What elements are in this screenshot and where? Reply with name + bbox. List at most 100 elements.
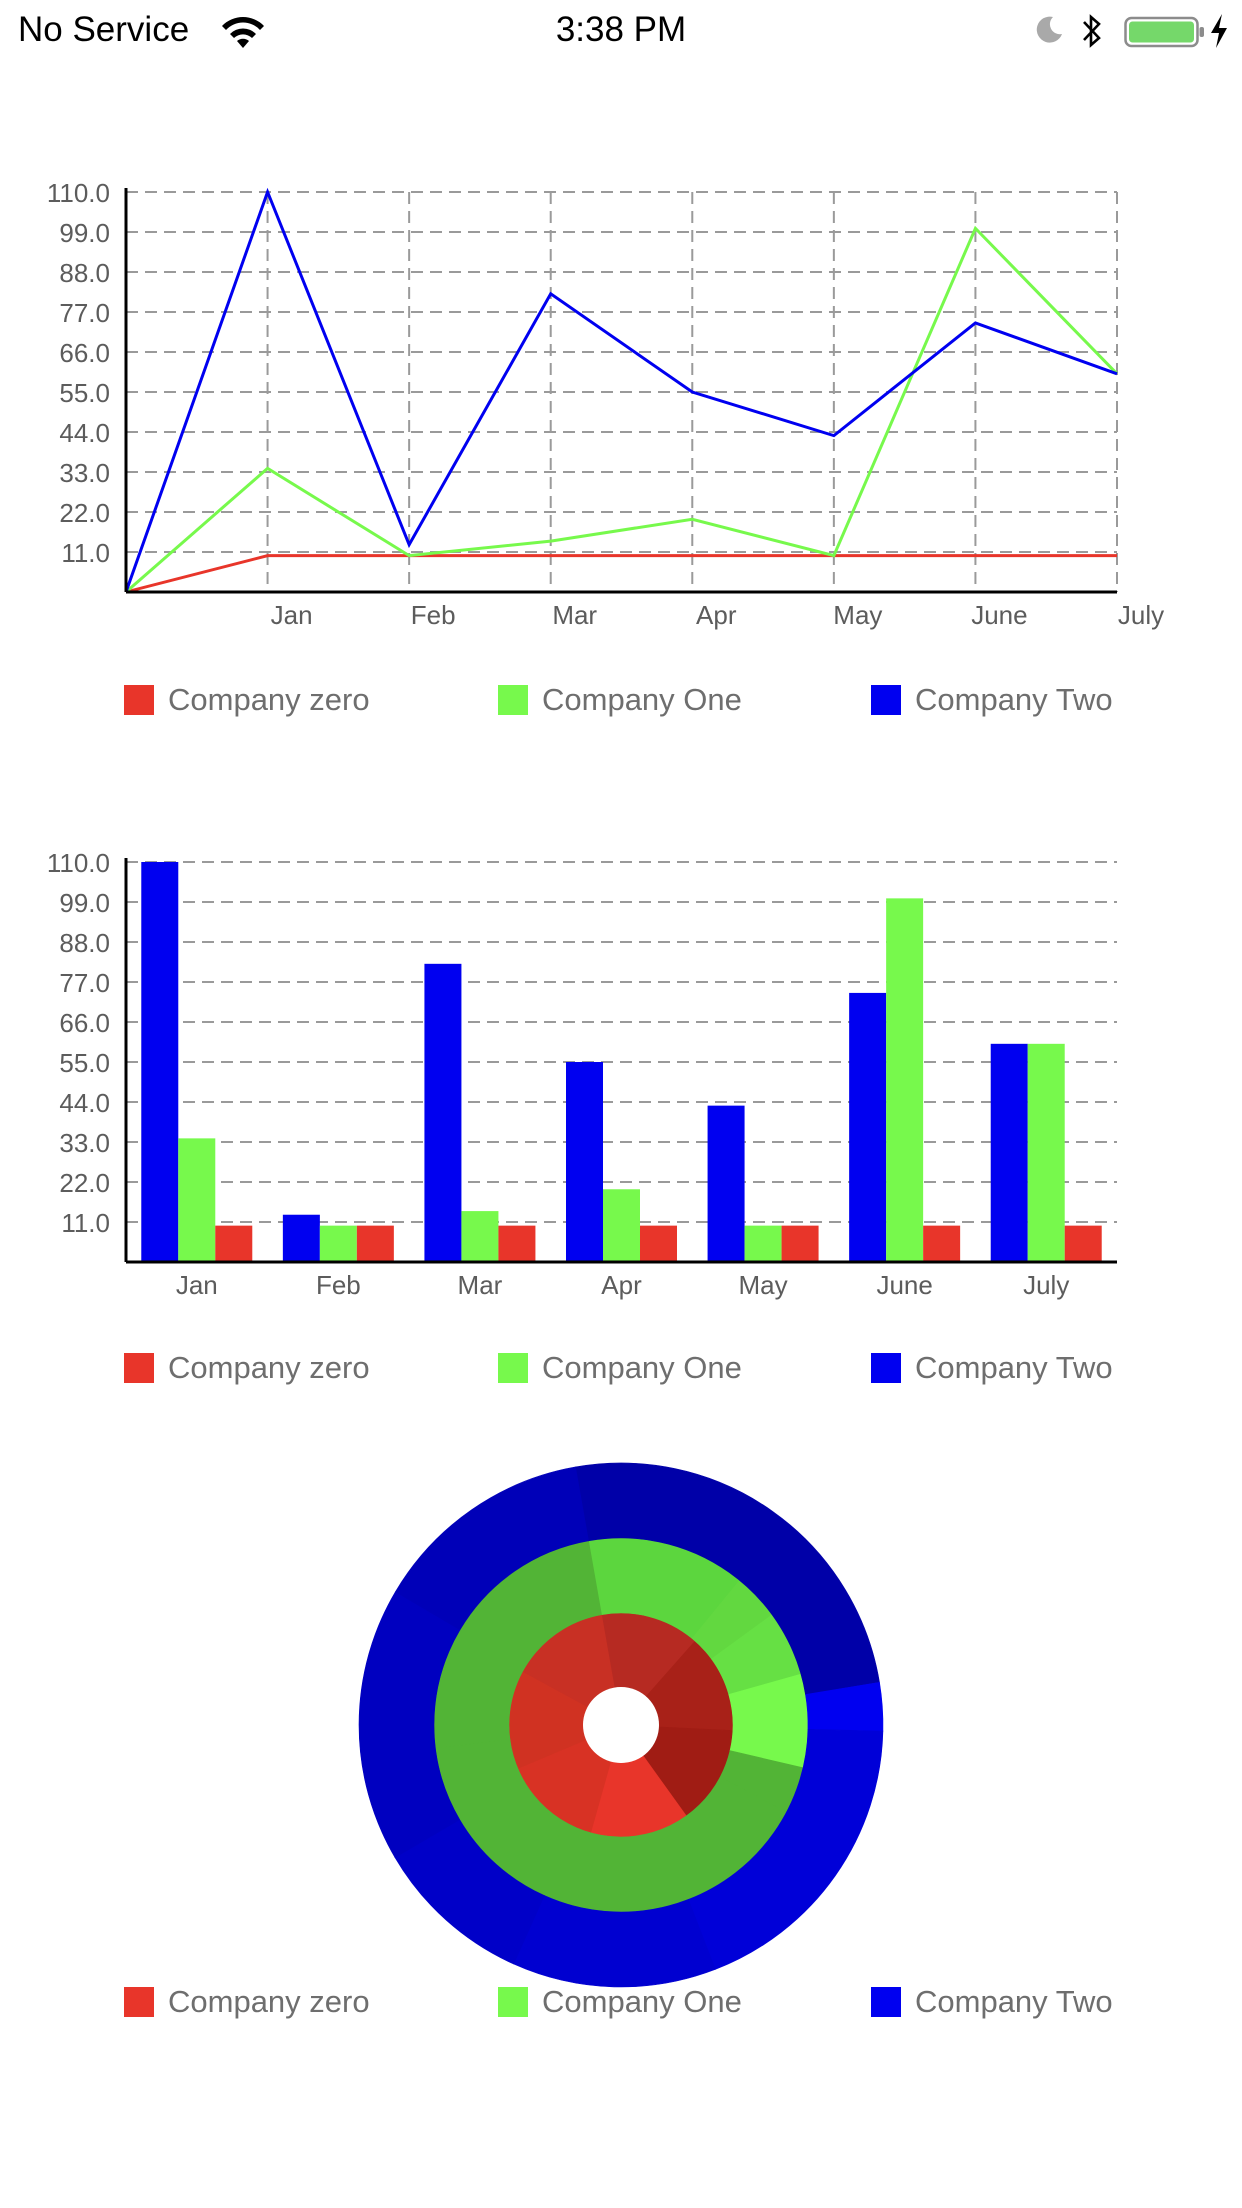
- donut-chart-legend: Company zero Company One Company Two: [0, 1980, 1242, 2024]
- legend-item-company-one: Company One: [498, 1346, 742, 1390]
- bar-company-one-feb: [319, 1225, 357, 1262]
- legend-swatch: [871, 1353, 901, 1383]
- moon-icon: [1036, 16, 1062, 43]
- y-tick-label: 33.0: [59, 458, 110, 488]
- legend-label: Company One: [542, 682, 742, 717]
- donut-chart: [358, 1462, 884, 1988]
- legend-swatch: [498, 1353, 528, 1383]
- y-tick-label: 11.0: [61, 538, 110, 568]
- x-tick-label: Feb: [316, 1270, 361, 1300]
- y-tick-label: 11.0: [61, 1208, 110, 1238]
- y-tick-label: 55.0: [59, 1048, 110, 1078]
- x-tick-label: July: [1023, 1270, 1069, 1300]
- x-tick-label: Jan: [176, 1270, 218, 1300]
- y-tick-label: 99.0: [59, 888, 110, 918]
- bar-chart-legend: Company zero Company One Company Two: [0, 1346, 1242, 1390]
- legend-item-company-two: Company Two: [871, 678, 1113, 722]
- x-tick-label: Apr: [696, 600, 737, 630]
- line-chart: 11.0 22.0 33.0 44.0 55.0 66.0 77.0 88.0 99.0 110.…: [47, 178, 1165, 630]
- bar-company-one-may: [744, 1225, 782, 1262]
- legend-swatch: [124, 1987, 154, 2017]
- x-tick-label: Jan: [271, 600, 313, 630]
- bar-company-two-apr: [566, 1062, 603, 1262]
- legend-swatch: [871, 685, 901, 715]
- legend-label: Company One: [542, 1984, 742, 2019]
- y-tick-label: 88.0: [59, 258, 110, 288]
- donut-hole: [583, 1687, 659, 1763]
- y-tick-label: 88.0: [59, 928, 110, 958]
- series-line-company-zero: [125, 554, 1117, 594]
- bar-company-zero-jan: [215, 1225, 253, 1262]
- bar-company-one-july: [1027, 1043, 1065, 1262]
- x-tick-label: Apr: [601, 1270, 642, 1300]
- legend-label: Company zero: [168, 1350, 370, 1385]
- bar-chart-y-axis: 11.0 22.0 33.0 44.0 55.0 66.0 77.0 88.0 99.0 110.…: [47, 848, 110, 1238]
- legend-item-company-zero: Company zero: [124, 1346, 370, 1390]
- y-tick-label: 22.0: [59, 498, 110, 528]
- legend-item-company-one: Company One: [498, 1980, 742, 2024]
- legend-label: Company Two: [915, 682, 1113, 717]
- battery-icon: [1124, 16, 1204, 48]
- bar-company-one-mar: [461, 1211, 499, 1262]
- status-bar: No Service 3:38 PM: [0, 0, 1242, 60]
- y-tick-label: 66.0: [59, 1008, 110, 1038]
- legend-label: Company One: [542, 1350, 742, 1385]
- bar-company-two-feb: [282, 1214, 320, 1262]
- bar-company-two-mar: [424, 963, 462, 1262]
- y-tick-label: 55.0: [59, 378, 110, 408]
- y-tick-label: 44.0: [59, 1088, 110, 1118]
- legend-item-company-one: Company One: [498, 678, 742, 722]
- bar-company-two-july: [990, 1043, 1028, 1262]
- bar-chart-bars: [141, 862, 1102, 1262]
- legend-item-company-zero: Company zero: [124, 1980, 370, 2024]
- y-tick-label: 110.0: [47, 178, 110, 208]
- series-line-company-two: [124, 187, 1118, 593]
- line-chart-legend: Company zero Company One Company Two: [0, 678, 1242, 722]
- slice-company-two-0: [575, 1462, 880, 1695]
- line-chart-y-axis: 11.0 22.0 33.0 44.0 55.0 66.0 77.0 88.0 99.0 110.…: [47, 178, 110, 568]
- bar-company-one-apr: [603, 1189, 640, 1262]
- legend-swatch: [124, 1353, 154, 1383]
- y-tick-label: 44.0: [59, 418, 110, 448]
- donut-chart-rings: [358, 1462, 884, 1988]
- x-tick-label: May: [739, 1270, 788, 1300]
- bar-chart-grid: [126, 861, 1117, 1223]
- x-tick-label: May: [833, 600, 882, 630]
- bar-company-one-june: [886, 898, 924, 1262]
- bar-chart: 11.0 22.0 33.0 44.0 55.0 66.0 77.0 88.0 99.0 110.…: [47, 848, 1117, 1300]
- y-tick-label: 77.0: [59, 298, 110, 328]
- legend-swatch: [871, 1987, 901, 2017]
- bar-company-two-may: [707, 1105, 745, 1262]
- bar-company-zero-july: [1064, 1225, 1102, 1262]
- y-tick-label: 77.0: [59, 968, 110, 998]
- bar-company-zero-june: [923, 1225, 961, 1262]
- x-tick-label: Mar: [552, 600, 597, 630]
- legend-swatch: [124, 685, 154, 715]
- bar-company-zero-mar: [498, 1225, 536, 1262]
- bar-company-one-jan: [178, 1138, 216, 1262]
- bar-company-two-jan: [141, 862, 179, 1262]
- x-tick-label: June: [971, 600, 1027, 630]
- bar-company-zero-may: [781, 1225, 819, 1262]
- y-tick-label: 22.0: [59, 1168, 110, 1198]
- legend-label: Company zero: [168, 1984, 370, 2019]
- line-chart-grid: [126, 191, 1118, 592]
- x-tick-label: Mar: [458, 1270, 503, 1300]
- legend-label: Company zero: [168, 682, 370, 717]
- wifi-icon: [222, 16, 264, 48]
- series-line-company-one: [125, 225, 1119, 594]
- bar-chart-x-axis: Jan Feb Mar Apr May June July: [176, 1270, 1070, 1300]
- legend-swatch: [498, 1987, 528, 2017]
- legend-item-company-two: Company Two: [871, 1346, 1113, 1390]
- charging-bolt-icon: [1211, 14, 1227, 48]
- slice-company-two-6: [395, 1466, 589, 1631]
- bar-company-zero-apr: [640, 1225, 677, 1262]
- status-time: 3:38 PM: [555, 10, 687, 49]
- x-tick-label: Feb: [411, 600, 456, 630]
- legend-label: Company Two: [915, 1984, 1113, 2019]
- y-tick-label: 66.0: [59, 338, 110, 368]
- carrier-label: No Service: [18, 10, 190, 49]
- bar-company-zero-feb: [356, 1225, 394, 1262]
- x-tick-label: July: [1118, 600, 1164, 630]
- line-chart-x-axis: Jan Feb Mar Apr May June July: [271, 600, 1165, 630]
